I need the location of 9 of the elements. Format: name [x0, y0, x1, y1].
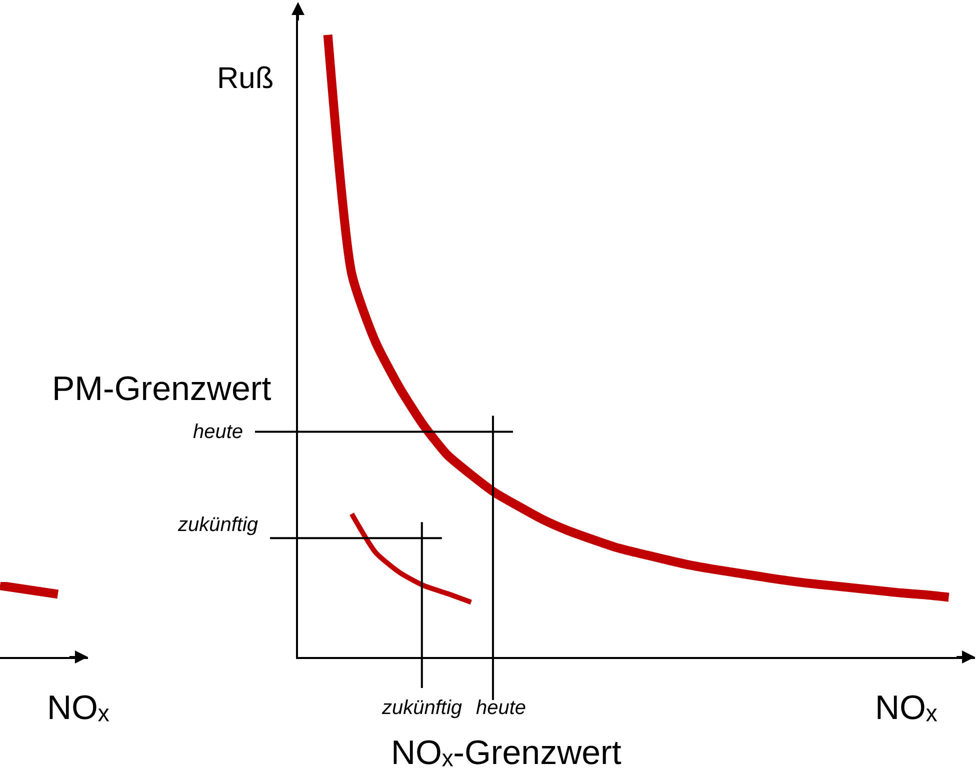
text: heute [476, 697, 526, 719]
text: PM-Grenzwert [52, 370, 272, 408]
text: zukünftig [381, 697, 462, 719]
text: NOₓ-Grenzwert [391, 734, 622, 772]
x-axis-title: NOₓ [875, 689, 938, 727]
ref-line-label: heute [193, 421, 244, 443]
x-axis-title: NOₓ [47, 689, 110, 727]
ref-line-label: zukünftig [177, 514, 258, 536]
y-axis-title: Ruß [217, 62, 274, 95]
